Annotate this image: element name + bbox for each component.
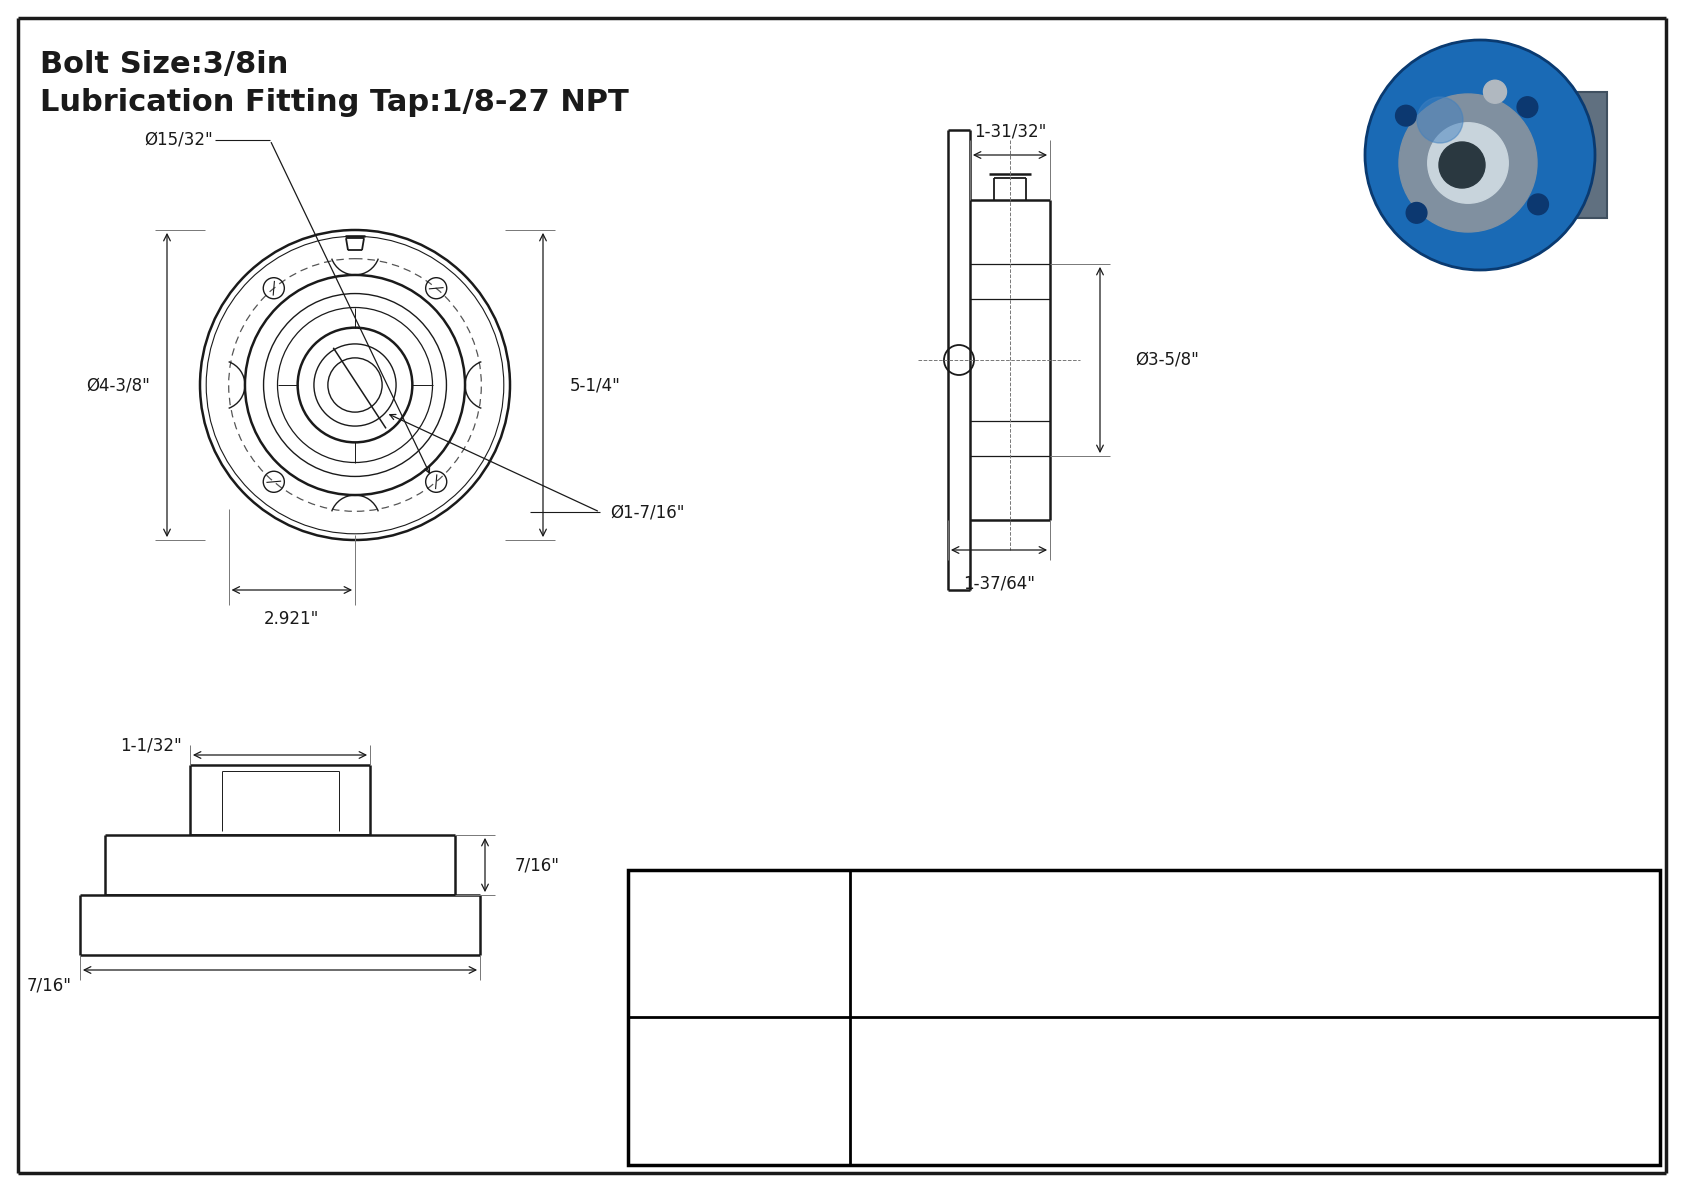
Text: UEFCSX07-23: UEFCSX07-23 — [1175, 1059, 1334, 1079]
Circle shape — [1416, 96, 1463, 143]
Text: Ø3-5/8": Ø3-5/8" — [1135, 351, 1199, 369]
Text: Ø4-3/8": Ø4-3/8" — [86, 376, 150, 394]
Text: ®: ® — [808, 905, 829, 924]
Text: Ø15/32": Ø15/32" — [145, 131, 212, 149]
Text: Locking: Locking — [1223, 1110, 1287, 1128]
Circle shape — [1366, 40, 1595, 270]
Circle shape — [1440, 142, 1485, 188]
Circle shape — [1396, 105, 1416, 126]
Text: SHANGHAI LILY BEARING LIMITED: SHANGHAI LILY BEARING LIMITED — [1073, 917, 1438, 936]
Text: Part
Number: Part Number — [702, 1072, 775, 1110]
Circle shape — [1484, 80, 1507, 104]
Circle shape — [1406, 202, 1426, 223]
Text: 1-37/64": 1-37/64" — [963, 575, 1036, 593]
FancyBboxPatch shape — [1543, 92, 1607, 218]
Bar — [628, 869, 1660, 1165]
Text: Email: lilybearing@lily-bearing.com: Email: lilybearing@lily-bearing.com — [1095, 950, 1415, 968]
Text: 5-1/4": 5-1/4" — [569, 376, 621, 394]
Circle shape — [1517, 96, 1537, 118]
Text: 1-1/32": 1-1/32" — [120, 736, 182, 754]
Circle shape — [1527, 194, 1548, 214]
Text: Piloted Flange Cartridge Accu-Loc Concentric Collar: Piloted Flange Cartridge Accu-Loc Concen… — [1042, 1090, 1468, 1108]
Text: Bolt Size:3/8in: Bolt Size:3/8in — [40, 50, 288, 79]
Text: Ø1-7/16": Ø1-7/16" — [610, 503, 684, 522]
Text: LILY: LILY — [662, 904, 817, 972]
Text: 2.921": 2.921" — [264, 610, 320, 628]
Circle shape — [1428, 123, 1509, 204]
Text: 7/16": 7/16" — [27, 975, 72, 994]
Text: 7/16": 7/16" — [515, 856, 561, 874]
Text: Lubrication Fitting Tap:1/8-27 NPT: Lubrication Fitting Tap:1/8-27 NPT — [40, 88, 628, 117]
Text: 1-31/32": 1-31/32" — [973, 121, 1046, 141]
Circle shape — [1399, 94, 1537, 232]
